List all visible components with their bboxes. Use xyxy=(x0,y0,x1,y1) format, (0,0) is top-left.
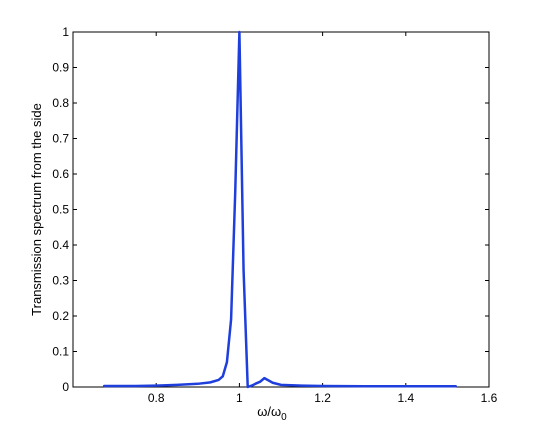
y-tick-label: 0.6 xyxy=(52,167,69,181)
series xyxy=(102,30,457,389)
x-tick-label: 1.6 xyxy=(481,391,498,405)
y-tick-label: 0.9 xyxy=(52,61,69,75)
x-axis-label-main: ω/ω xyxy=(257,404,281,419)
plot-area xyxy=(72,31,490,388)
y-tick-label: 0.5 xyxy=(52,203,69,217)
y-tick-label: 0.1 xyxy=(52,345,69,359)
y-tick-label: 0.3 xyxy=(52,274,69,288)
y-tick-label: 0.4 xyxy=(52,238,69,252)
y-axis-label: Transmission spectrum from the side xyxy=(29,103,44,316)
x-tick-label: 1.4 xyxy=(397,391,414,405)
y-tick-label: 0.7 xyxy=(52,132,69,146)
x-tick-label: 1 xyxy=(236,391,243,405)
ticks: 0.8 1 1.2 1.4 1.6 0 0.1 0.2 0.3 0.4 0.5 0.6 0.7 0.8 0.… xyxy=(52,25,497,405)
y-tick-label: 0.8 xyxy=(52,96,69,110)
x-axis-label-subscript: 0 xyxy=(281,412,287,423)
y-tick-label: 0.2 xyxy=(52,309,69,323)
y-tick-label: 0 xyxy=(62,380,69,394)
y-tick-label: 1 xyxy=(62,25,69,39)
x-axis-label: ω/ω0 xyxy=(257,404,287,423)
series-line xyxy=(102,30,457,389)
x-tick-label: 1.2 xyxy=(314,391,331,405)
x-tick-label: 0.8 xyxy=(148,391,165,405)
